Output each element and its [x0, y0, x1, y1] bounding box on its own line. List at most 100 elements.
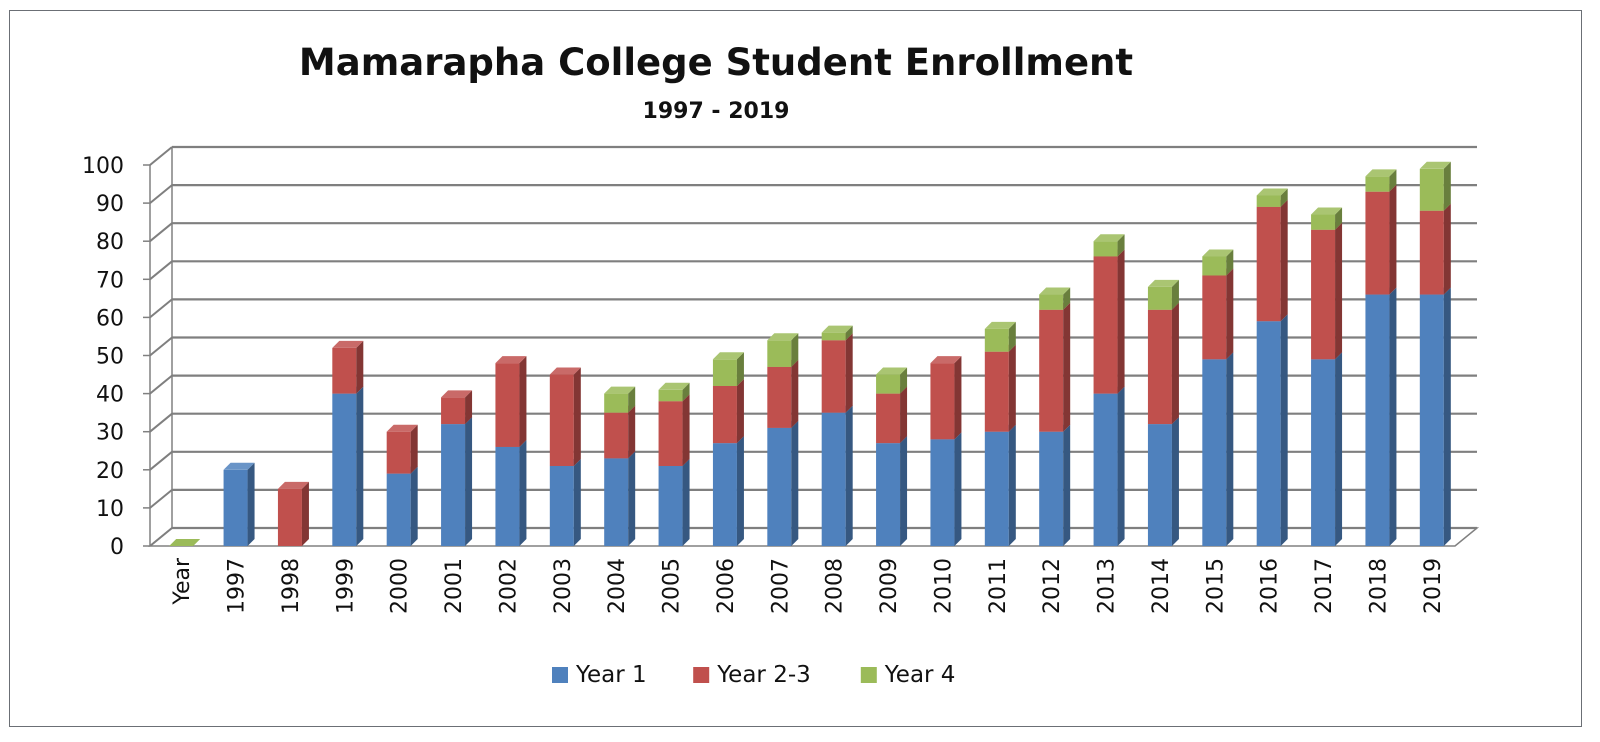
bar-segment-side	[791, 359, 799, 428]
bar-segment	[604, 393, 629, 413]
gridline-side	[149, 336, 173, 357]
bar-segment-side	[954, 356, 962, 440]
bar-segment	[1419, 294, 1444, 546]
bar-segment-side	[465, 417, 473, 546]
legend-swatch	[860, 667, 877, 683]
bar-segment	[1256, 321, 1281, 546]
bar-segment	[984, 328, 1009, 352]
bar-segment-side	[628, 386, 636, 413]
bar-segment-top	[549, 367, 581, 375]
bar-segment	[1311, 359, 1336, 546]
bar-segment-side	[410, 424, 418, 474]
x-tick-label: 2005	[660, 558, 685, 614]
gridline-side	[149, 451, 173, 471]
bar-segment-side	[519, 439, 527, 546]
bar-segment	[712, 443, 737, 546]
y-tick-label: 90	[96, 192, 124, 217]
bar-segment-top	[712, 352, 744, 360]
bar-segment	[495, 363, 520, 447]
gridline-side	[149, 489, 173, 509]
bar-segment-top	[1202, 249, 1234, 257]
bar-segment-side	[845, 405, 853, 546]
bar-segment	[876, 374, 901, 394]
y-tick-label: 30	[96, 421, 124, 446]
x-tick-label: 2008	[823, 558, 848, 614]
bar-segment	[821, 332, 846, 341]
bar-segment-side	[1335, 222, 1343, 360]
x-tick-label: 2010	[931, 558, 956, 614]
bar-segment-side	[573, 367, 581, 466]
bar-segment-side	[1226, 352, 1234, 546]
bar-segment	[658, 401, 683, 466]
bar-segment-side	[1063, 424, 1071, 546]
x-tick-label: 2003	[551, 558, 576, 614]
bar-segment-side	[900, 367, 908, 394]
bar-segment	[604, 412, 629, 459]
bar-segment	[658, 465, 683, 546]
bar-segment-side	[356, 386, 364, 546]
bar-segment-top	[495, 356, 527, 364]
legend-swatch	[693, 667, 710, 683]
bar-segment-top	[821, 325, 853, 333]
chart-subtitle: 1997 - 2019	[643, 99, 790, 124]
bar-segment-side	[1226, 249, 1234, 276]
bar-segment	[1256, 195, 1281, 207]
legend-swatch	[552, 667, 568, 683]
bar-segment-top	[1365, 169, 1397, 177]
bar-segment	[1419, 210, 1444, 295]
bar-segment-side	[247, 462, 255, 546]
bar-segment-side	[1171, 279, 1179, 310]
bar-segment-side	[1280, 314, 1288, 546]
x-tick-label: 1999	[333, 558, 358, 614]
bar-segment-top	[930, 356, 962, 364]
y-tick-label: 50	[96, 345, 124, 370]
gridline-side	[149, 184, 173, 204]
bar-segment-top	[604, 386, 636, 394]
x-tick-label: 2017	[1312, 558, 1337, 614]
bar-segment	[1147, 309, 1172, 425]
bar-segment	[658, 389, 683, 402]
x-tick-label: 1997	[225, 558, 250, 614]
y-tick-label: 70	[96, 268, 124, 293]
bar-segment-top	[169, 539, 201, 546]
bar-segment-side	[1171, 417, 1179, 546]
bar-segment	[332, 347, 357, 394]
bar-segment-side	[573, 458, 581, 546]
bar-segment	[223, 469, 248, 546]
bar-segment	[549, 465, 574, 546]
y-tick-label: 60	[96, 306, 124, 331]
bar-segment-top	[332, 340, 364, 348]
y-tick-label: 20	[96, 459, 124, 484]
bar-segment	[1365, 191, 1390, 295]
x-tick-label: 2019	[1421, 558, 1446, 614]
bar-segment-side	[1063, 302, 1071, 432]
x-tick-label: 1998	[279, 558, 304, 614]
bar-segment	[876, 443, 901, 546]
bar-segment	[1311, 229, 1336, 360]
x-tick-label: 2012	[1040, 558, 1065, 614]
y-tick-label: 0	[110, 535, 124, 560]
bar-segment-side	[682, 382, 690, 402]
bar-segment-side	[301, 481, 309, 546]
bar-segment-side	[791, 333, 799, 367]
bar-segment-side	[1008, 321, 1016, 352]
chart-title: Mamarapha College Student Enrollment	[299, 41, 1133, 84]
bar-segment-top	[1147, 279, 1179, 287]
y-axis-ticks: 0 10 20 30 40 50 60 70 80 90 100	[82, 154, 150, 560]
bar-segment-side	[1280, 199, 1288, 322]
y-tick-label: 100	[82, 154, 124, 179]
gridline-side	[149, 222, 173, 242]
bar-segment-top	[767, 333, 799, 341]
bar-segment	[767, 340, 792, 367]
bar-segment-side	[1443, 161, 1451, 211]
bar-segment-side	[1117, 249, 1125, 394]
bar-segment-side	[682, 394, 690, 466]
bar-segment	[549, 374, 574, 466]
bar-segment	[767, 427, 792, 546]
bar-segment-top	[223, 462, 255, 470]
bar-segment-side	[1389, 169, 1397, 192]
bar-segment-side	[1389, 184, 1397, 295]
bar-segment	[604, 458, 629, 546]
bar-segment-top	[876, 367, 908, 375]
